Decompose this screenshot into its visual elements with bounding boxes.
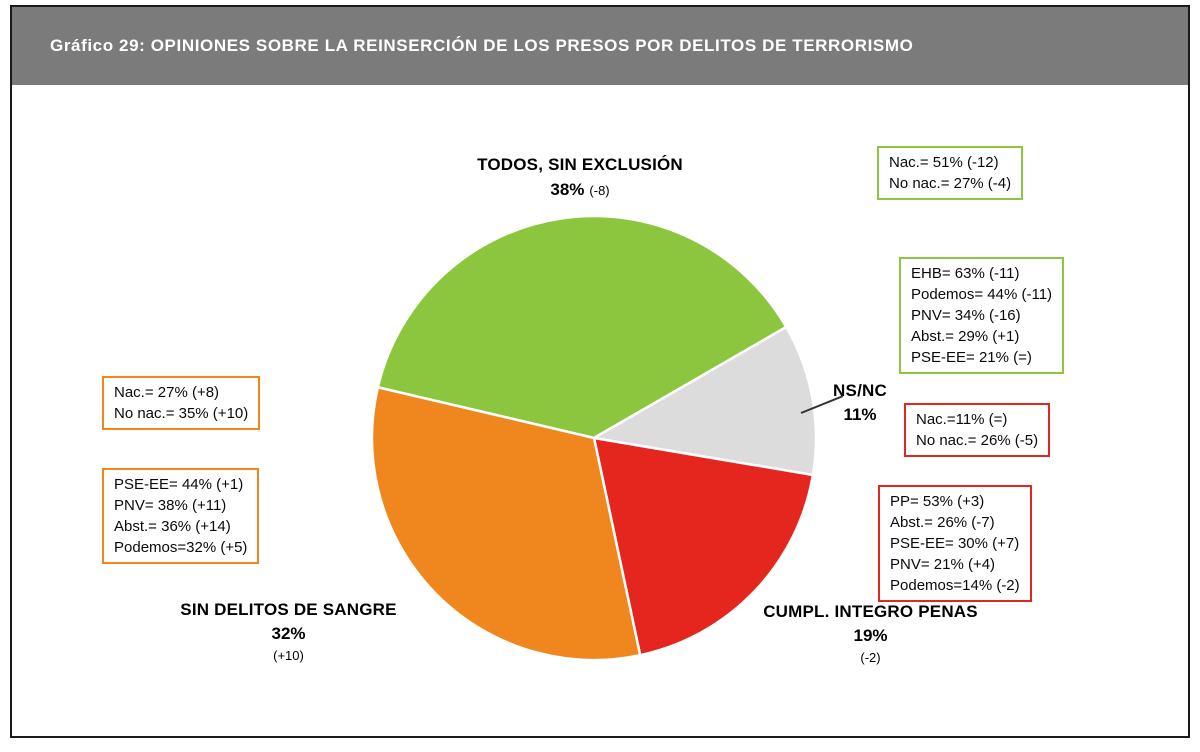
annotation-line: Abst.= 26% (-7) — [890, 514, 995, 531]
slice-change: (-8) — [589, 183, 610, 198]
annotation-line: No nac.= 27% (-4) — [889, 175, 1012, 192]
annotation-box-cumpl-nationalism: Nac.=11% (=) No nac.= 26% (-5) — [904, 403, 1051, 457]
annotation-line: No nac.= 35% (+10) — [114, 405, 249, 422]
annotation-line: Podemos=32% (+5) — [114, 539, 248, 556]
slice-percent: 19% — [853, 626, 888, 645]
annotation-line: EHB= 63% (-11) — [911, 265, 1020, 282]
annotation-line: PP= 53% (+3) — [890, 493, 985, 510]
pie-slice-cumpl — [592, 436, 815, 657]
annotation-line: PSE-EE= 30% (+7) — [890, 535, 1020, 552]
slice-change: (-2) — [860, 650, 881, 665]
slice-name: NS/NC — [833, 381, 887, 400]
slice-label-sangre: SIN DELITOS DE SANGRE 32% (+10) — [146, 600, 431, 663]
slice-name: CUMPL. INTEGRO PENAS — [763, 602, 978, 621]
slice-name: SIN DELITOS DE SANGRE — [180, 600, 397, 619]
annotation-line: Podemos=14% (-2) — [890, 577, 1020, 594]
annotation-line: Nac.= 51% (-12) — [889, 154, 999, 171]
annotation-line: Podemos= 44% (-11) — [911, 286, 1053, 303]
pie-slice-todos — [376, 214, 788, 440]
slice-label-todos: TODOS, SIN EXCLUSIÓN 38% (-8) — [420, 155, 740, 200]
annotation-box-sangre-nationalism: Nac.= 27% (+8) No nac.= 35% (+10) — [102, 376, 261, 430]
slice-percent: 32% — [271, 624, 306, 643]
annotation-line: Abst.= 36% (+14) — [114, 518, 231, 535]
pie-chart — [370, 214, 818, 662]
annotation-line: Nac.=11% (=) — [916, 411, 1008, 428]
header-bar: Gráfico 29: OPINIONES SOBRE LA REINSERCI… — [12, 7, 1188, 85]
chart-title: Gráfico 29: OPINIONES SOBRE LA REINSERCI… — [50, 36, 914, 55]
slice-change: (+10) — [273, 648, 304, 663]
annotation-line: Nac.= 27% (+8) — [114, 384, 220, 401]
annotation-line: Abst.= 29% (+1) — [911, 328, 1020, 345]
annotation-line: PNV= 34% (-16) — [911, 307, 1021, 324]
annotation-box-cumpl-parties: PP= 53% (+3) Abst.= 26% (-7) PSE-EE= 30%… — [878, 485, 1032, 602]
slice-label-cumpl: CUMPL. INTEGRO PENAS 19% (-2) — [728, 602, 1013, 665]
pie-slice-sangre — [370, 386, 642, 662]
annotation-line: PSE-EE= 44% (+1) — [114, 476, 244, 493]
annotation-line: No nac.= 26% (-5) — [916, 432, 1039, 449]
annotation-box-todos-parties: EHB= 63% (-11) Podemos= 44% (-11) PNV= 3… — [899, 257, 1065, 374]
annotation-box-todos-nationalism: Nac.= 51% (-12) No nac.= 27% (-4) — [877, 146, 1024, 200]
slice-value-line: 38% (-8) — [420, 180, 740, 200]
annotation-line: PNV= 21% (+4) — [890, 556, 996, 573]
slice-percent: 38% — [550, 180, 585, 199]
annotation-line: PNV= 38% (+11) — [114, 497, 227, 514]
slice-name: TODOS, SIN EXCLUSIÓN — [477, 155, 683, 174]
pie-slice-nsnc — [592, 325, 818, 477]
slice-label-nsnc: NS/NC 11% — [818, 381, 902, 425]
annotation-line: PSE-EE= 21% (=) — [911, 349, 1032, 366]
slice-percent: 11% — [843, 405, 877, 424]
annotation-box-sangre-parties: PSE-EE= 44% (+1) PNV= 38% (+11) Abst.= 3… — [102, 468, 260, 564]
